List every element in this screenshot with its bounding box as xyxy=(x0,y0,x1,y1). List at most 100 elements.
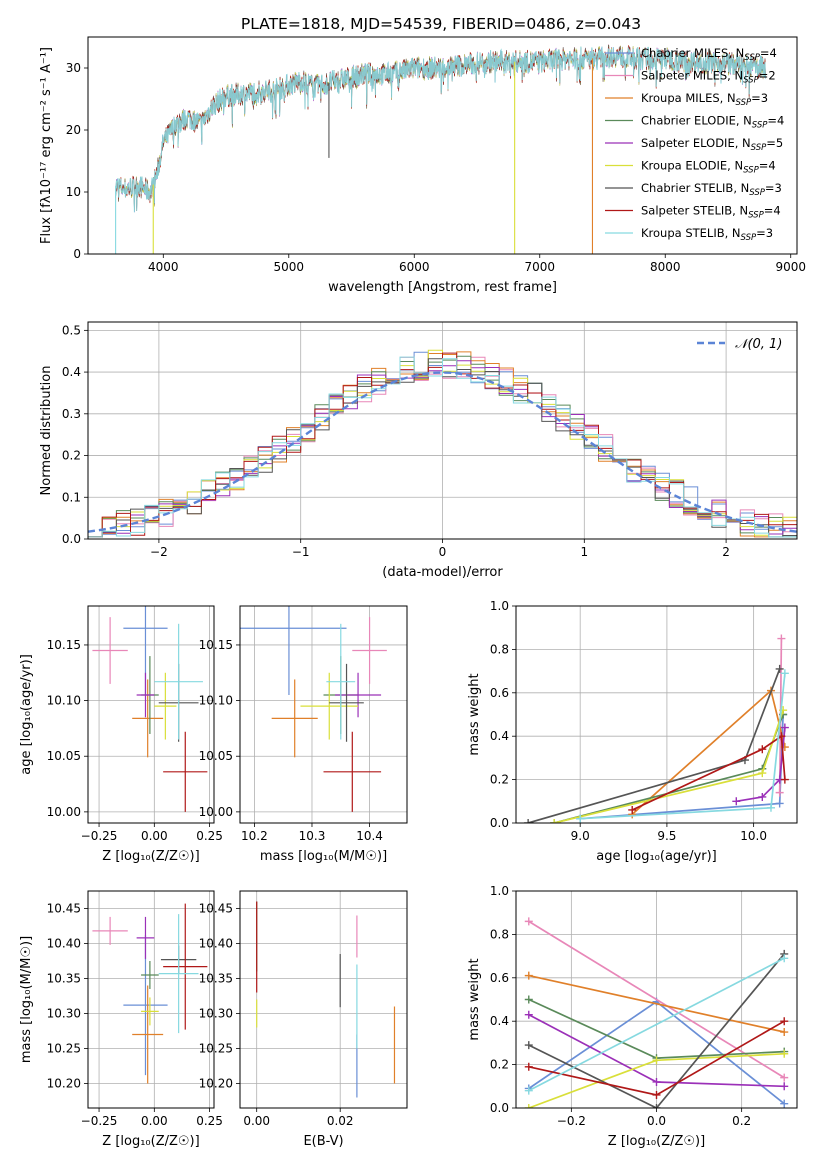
weight-marker xyxy=(758,745,767,754)
weight-marker xyxy=(775,799,784,808)
gaussian-curve xyxy=(88,371,797,533)
weight-line-chabrier-stelib xyxy=(528,953,785,1108)
axes-frame xyxy=(87,321,798,540)
errorbar-point xyxy=(326,623,356,740)
y-tick-label: 0.5 xyxy=(62,323,81,337)
x-tick-label: 0.25 xyxy=(196,829,223,843)
errorbar-point xyxy=(132,679,164,758)
legend-label: Chabrier ELODIE, NSSP=4 xyxy=(641,114,784,131)
errorbar-point xyxy=(141,997,159,1026)
weight-marker xyxy=(524,1104,533,1108)
plot-area-weight_vs_age xyxy=(524,634,789,823)
x-axis-label: E(B-V) xyxy=(303,1134,343,1149)
panel-weight_vs_Z: −0.2 0.0 0.2 0.0 0.2 0.4 0.6 0.8 1.0 Z [log₁₀(Z/Z… xyxy=(467,884,798,1149)
x-tick-label: −0.25 xyxy=(81,829,118,843)
y-tick-label: 0.1 xyxy=(62,490,81,504)
x-tick-label: 8000 xyxy=(650,260,681,274)
x-tick-label: 0.2 xyxy=(732,1114,751,1128)
x-tick-label: 10.0 xyxy=(740,829,767,843)
x-tick-label: 0.00 xyxy=(243,1114,270,1128)
y-axis-label: mass weight xyxy=(467,958,482,1040)
weight-marker xyxy=(524,1086,533,1095)
legend-label: 𝒩(0, 1) xyxy=(735,337,782,352)
x-tick-label: 0.00 xyxy=(141,829,168,843)
y-axis-label: Flux [fλ10⁻¹⁷ erg cm⁻² s⁻¹ A⁻¹] xyxy=(39,47,54,244)
y-tick-label: 10.30 xyxy=(47,1007,81,1021)
plot-area-spectrum xyxy=(115,43,766,254)
y-tick-label: 10.20 xyxy=(47,1077,81,1091)
y-tick-label: 10.45 xyxy=(47,902,81,916)
weight-marker xyxy=(550,819,559,823)
histogram-kroupa-stelib xyxy=(88,356,797,538)
panel-mass_vs_Z: −0.25 0.00 0.25 10.20 10.25 10.30 10.35 10.40 10… xyxy=(19,890,223,1149)
spectrum-line-kroupa-stelib xyxy=(115,46,766,213)
y-tick-label: 0 xyxy=(73,247,81,261)
weight-marker xyxy=(652,1077,661,1086)
weight-line-kroupa-stelib xyxy=(528,957,785,1092)
weight-marker xyxy=(777,634,786,643)
y-tick-label: 0.0 xyxy=(62,532,81,546)
legend-label: Salpeter STELIB, NSSP=4 xyxy=(641,204,781,221)
x-tick-label: 0.00 xyxy=(141,1114,168,1128)
axes-frame xyxy=(239,890,408,1109)
x-tick-label: 6000 xyxy=(399,260,430,274)
weight-line-kroupa-stelib xyxy=(580,673,786,820)
weight-marker xyxy=(576,814,585,823)
x-tick-label: −0.2 xyxy=(557,1114,586,1128)
weight-marker xyxy=(758,769,767,778)
y-tick-label: 10.35 xyxy=(47,972,81,986)
x-tick-label: 0.25 xyxy=(196,1114,223,1128)
y-tick-label: 0.0 xyxy=(490,1101,509,1115)
y-tick-label: 0.6 xyxy=(490,686,509,700)
y-tick-label: 20 xyxy=(66,123,81,137)
axes-frame xyxy=(87,890,215,1109)
plot-area-residuals xyxy=(88,349,797,538)
x-tick-label: 0.02 xyxy=(327,1114,354,1128)
y-axis-label: Normed distribution xyxy=(39,366,54,496)
x-tick-label: 10.2 xyxy=(241,829,268,843)
y-tick-label: 10.25 xyxy=(47,1042,81,1056)
plot-area-age_vs_Z xyxy=(92,606,208,812)
y-tick-label: 10.35 xyxy=(199,972,233,986)
x-tick-label: 9.5 xyxy=(657,829,676,843)
axes-frame xyxy=(87,605,215,824)
errorbar-point xyxy=(335,672,382,718)
legend-label: Salpeter MILES, NSSP=2 xyxy=(641,69,776,86)
y-tick-label: 0.4 xyxy=(490,1014,509,1028)
weight-marker xyxy=(780,954,789,963)
weight-marker xyxy=(652,1090,661,1099)
weight-marker xyxy=(780,1082,789,1091)
errorbar-point xyxy=(163,903,208,1030)
x-axis-label: Z [log₁₀(Z/Z☉)] xyxy=(102,1134,199,1149)
x-tick-label: 0 xyxy=(439,545,447,559)
weight-marker xyxy=(775,788,784,797)
errorbar-point xyxy=(132,985,164,1084)
panel-weight_vs_age: 9.0 9.5 10.0 0.0 0.2 0.4 0.6 0.8 1.0 age [log₁₀(a… xyxy=(467,599,798,864)
x-tick-label: 10.4 xyxy=(356,829,383,843)
weight-marker xyxy=(780,723,789,732)
x-tick-label: 7000 xyxy=(524,260,555,274)
y-axis-label: mass [log₁₀(M/M☉)] xyxy=(19,936,34,1063)
plot-area-mass_vs_ebv xyxy=(256,901,396,1098)
y-tick-label: 0.4 xyxy=(62,365,81,379)
errorbar-point xyxy=(92,916,128,945)
weight-marker xyxy=(524,1010,533,1019)
errorbar-point xyxy=(136,672,155,718)
y-tick-label: 10.05 xyxy=(199,749,233,763)
y-tick-label: 10.15 xyxy=(47,638,81,652)
x-axis-label: Z [log₁₀(Z/Z☉)] xyxy=(608,1134,705,1149)
errorbar-point xyxy=(329,663,364,742)
errorbar-point xyxy=(163,731,208,812)
y-tick-label: 0.2 xyxy=(62,449,81,463)
errorbar-point xyxy=(271,679,318,758)
y-tick-label: 0.3 xyxy=(62,407,81,421)
errorbar-point xyxy=(154,672,177,740)
x-tick-label: 1 xyxy=(580,545,588,559)
weight-line-salpeter-miles xyxy=(528,920,785,1079)
weight-marker xyxy=(628,805,637,814)
y-tick-label: 10.40 xyxy=(199,937,233,951)
x-tick-label: 2 xyxy=(722,545,730,559)
y-tick-label: 1.0 xyxy=(490,599,509,613)
y-tick-label: 10.10 xyxy=(47,694,81,708)
